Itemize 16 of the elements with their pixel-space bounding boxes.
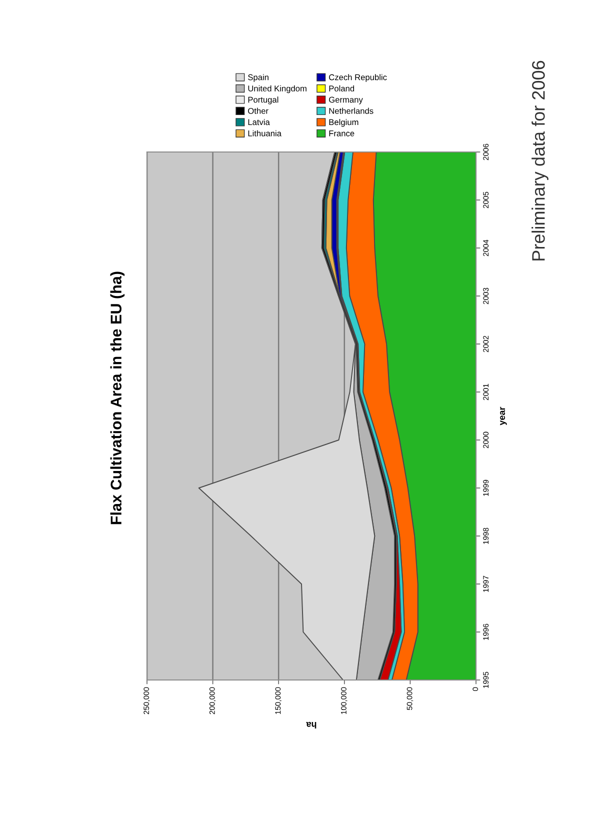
legend-label: France [329,130,354,136]
text: Flax Cultivation Area in the EU (ha) [110,272,125,524]
legend-label: Latvia [248,119,270,126]
legend-label: Other [248,108,268,114]
x-axis-title: ha [306,722,316,729]
legend-label: Germany [329,96,363,104]
legend-label: Spain [248,74,268,82]
legend-label: Belgium [329,119,358,127]
legend-label: Netherlands [329,108,374,114]
text: Preliminary data for 2006 [532,60,548,260]
legend-label: Lithuania [248,130,282,136]
legend-label: Czech Republic [329,74,387,82]
legend-label: Poland [329,85,354,92]
y-axis-title: year [500,406,507,426]
legend-label: United Kingdom [248,85,306,94]
legend-label: Portugal [248,96,278,104]
